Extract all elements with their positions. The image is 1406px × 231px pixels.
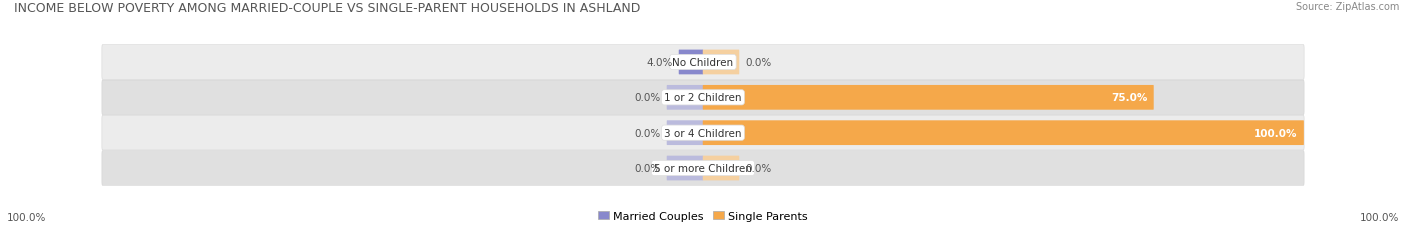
FancyBboxPatch shape xyxy=(703,85,1154,110)
Text: 5 or more Children: 5 or more Children xyxy=(654,163,752,173)
Text: 100.0%: 100.0% xyxy=(1254,128,1298,138)
FancyBboxPatch shape xyxy=(666,156,703,181)
Text: 0.0%: 0.0% xyxy=(745,163,772,173)
Text: 3 or 4 Children: 3 or 4 Children xyxy=(664,128,742,138)
Text: 100.0%: 100.0% xyxy=(7,212,46,222)
FancyBboxPatch shape xyxy=(679,50,703,75)
Text: 4.0%: 4.0% xyxy=(647,58,673,68)
Legend: Married Couples, Single Parents: Married Couples, Single Parents xyxy=(593,207,813,225)
Text: 100.0%: 100.0% xyxy=(1360,212,1399,222)
FancyBboxPatch shape xyxy=(101,151,1305,185)
FancyBboxPatch shape xyxy=(101,116,1305,150)
Text: Source: ZipAtlas.com: Source: ZipAtlas.com xyxy=(1295,2,1399,12)
Text: 0.0%: 0.0% xyxy=(745,58,772,68)
Text: 0.0%: 0.0% xyxy=(634,93,661,103)
Text: No Children: No Children xyxy=(672,58,734,68)
Text: 0.0%: 0.0% xyxy=(634,163,661,173)
FancyBboxPatch shape xyxy=(666,121,703,146)
FancyBboxPatch shape xyxy=(666,85,703,110)
Text: 0.0%: 0.0% xyxy=(634,128,661,138)
FancyBboxPatch shape xyxy=(703,50,740,75)
Text: INCOME BELOW POVERTY AMONG MARRIED-COUPLE VS SINGLE-PARENT HOUSEHOLDS IN ASHLAND: INCOME BELOW POVERTY AMONG MARRIED-COUPL… xyxy=(14,2,641,15)
FancyBboxPatch shape xyxy=(703,121,1303,146)
Text: 75.0%: 75.0% xyxy=(1111,93,1147,103)
FancyBboxPatch shape xyxy=(101,81,1305,115)
FancyBboxPatch shape xyxy=(101,46,1305,80)
FancyBboxPatch shape xyxy=(703,156,740,181)
Text: 1 or 2 Children: 1 or 2 Children xyxy=(664,93,742,103)
